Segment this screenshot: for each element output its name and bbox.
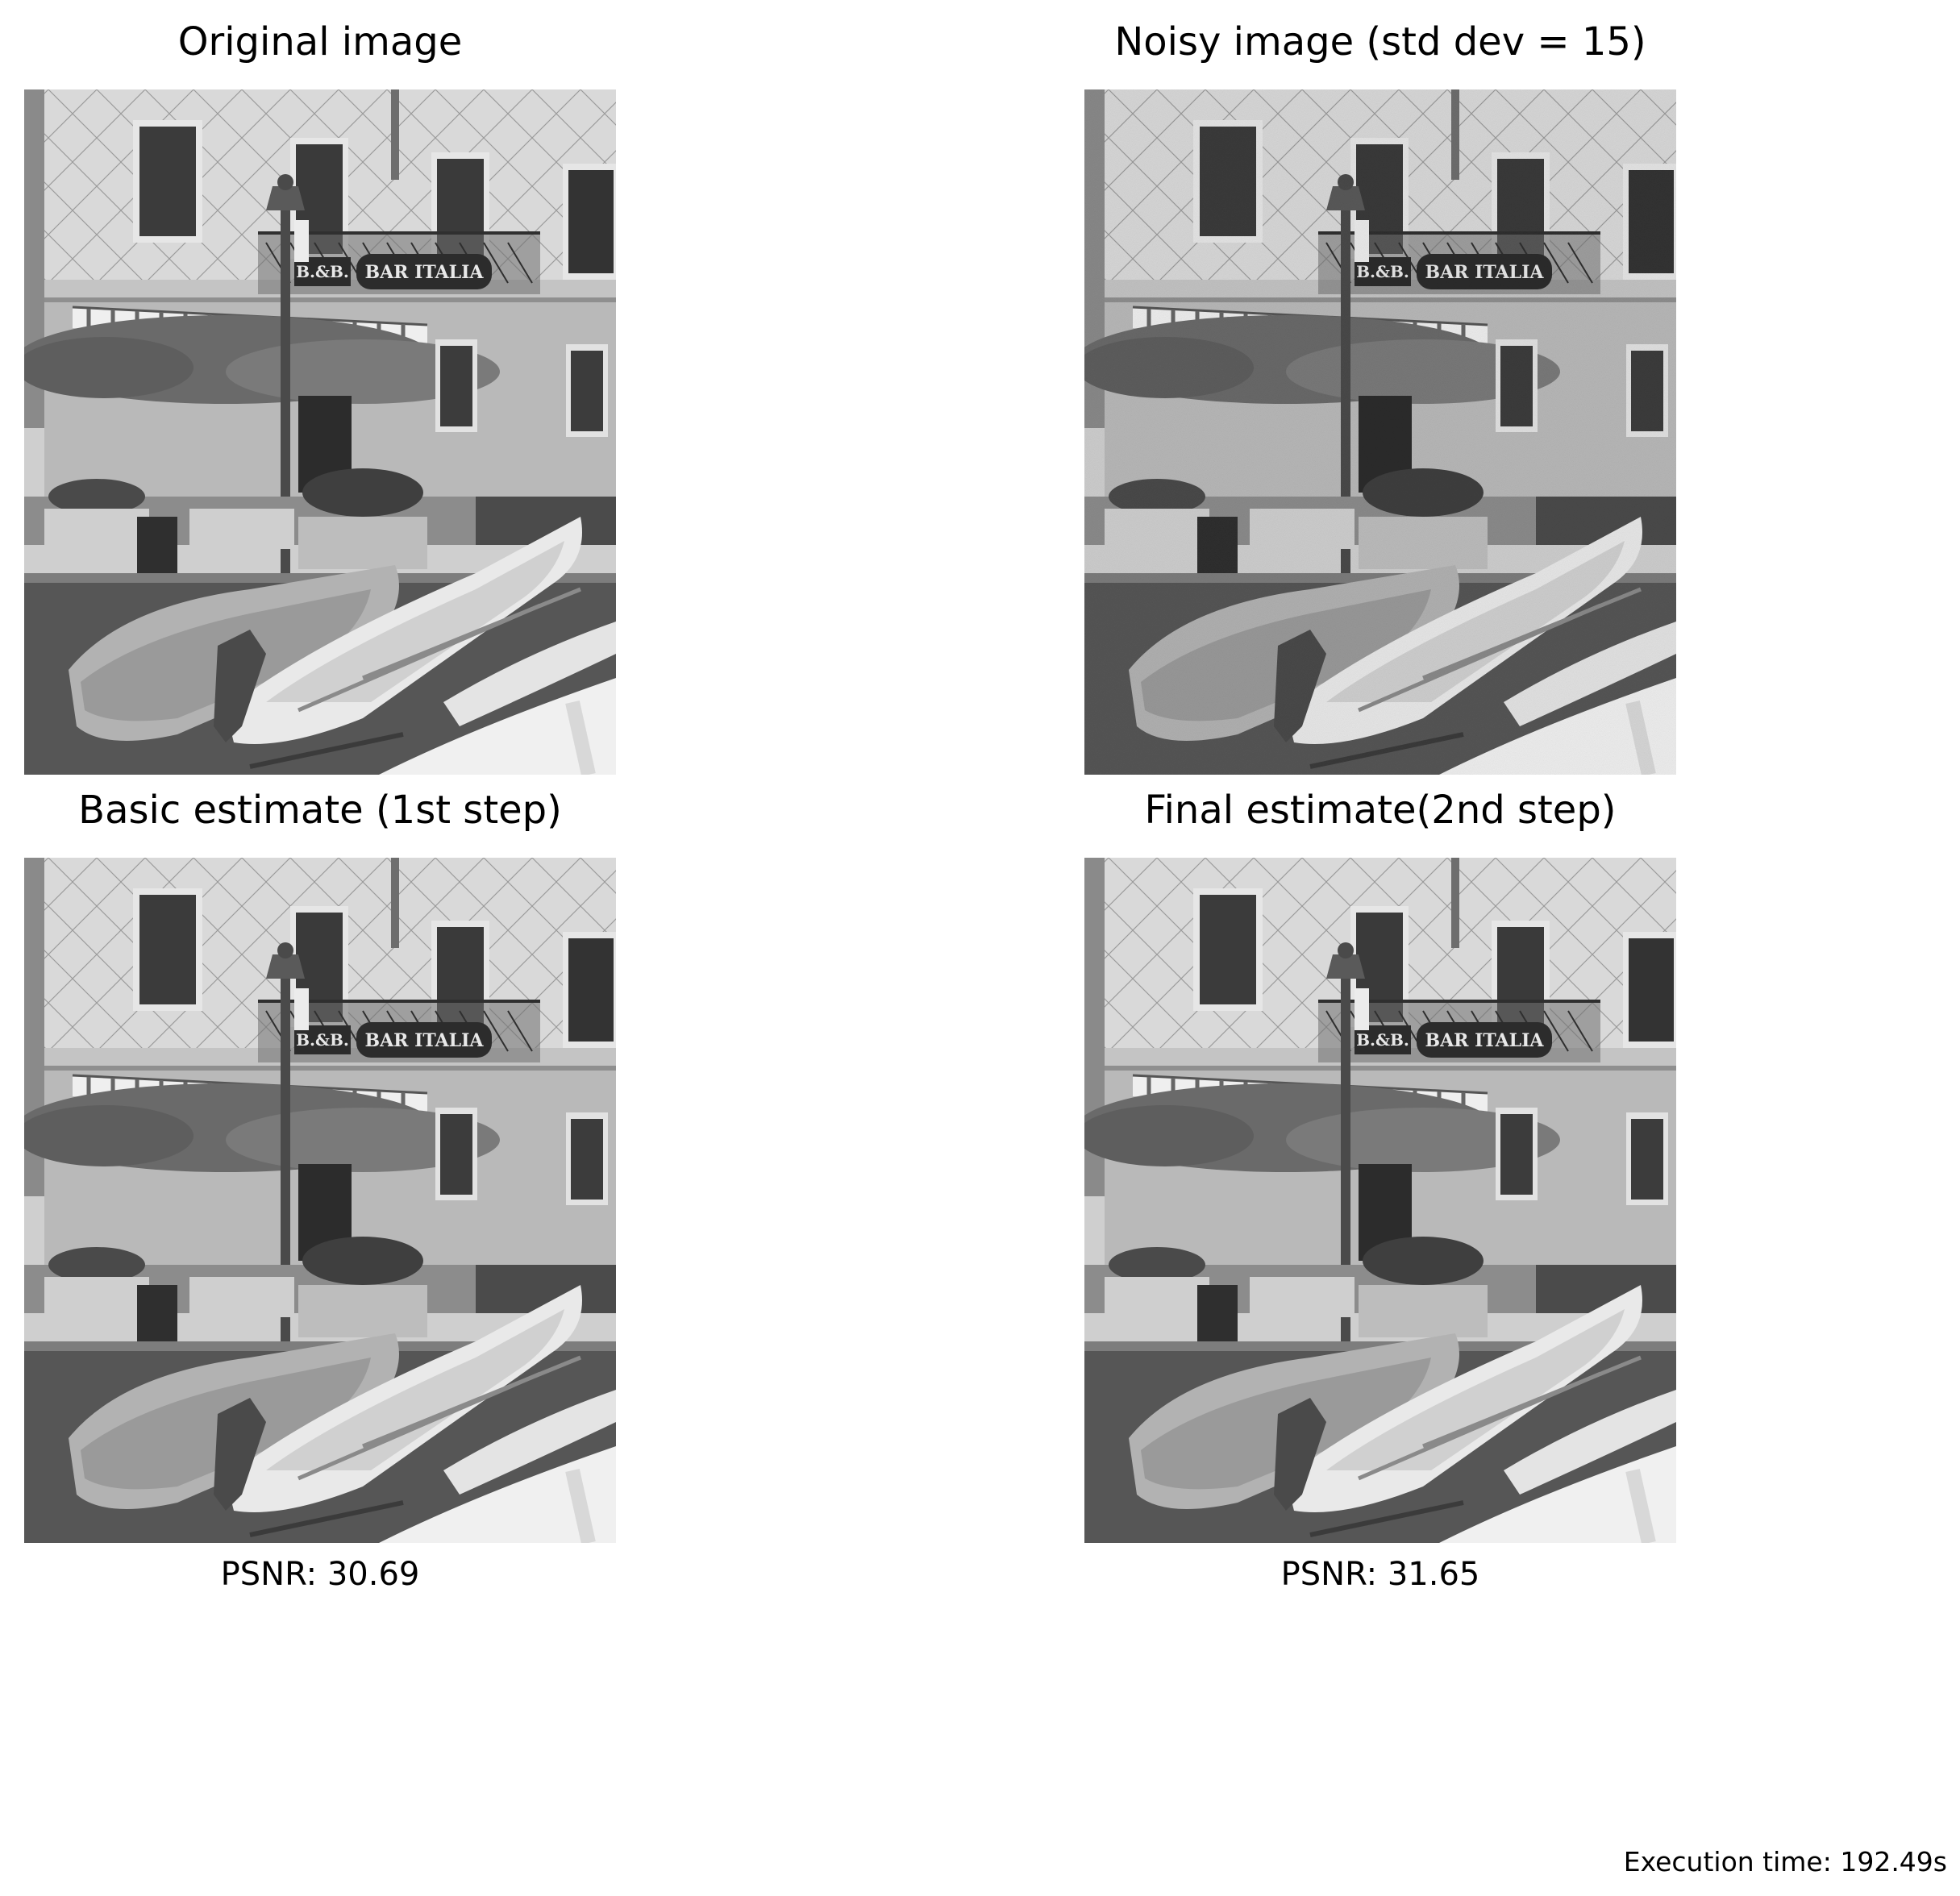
final-estimate-image: B.&B. BAR ITALIA	[1084, 858, 1676, 1543]
svg-text:B.&B.: B.&B.	[1356, 262, 1409, 281]
svg-text:B.&B.: B.&B.	[296, 262, 349, 281]
psnr-final-estimate: PSNR: 31.65	[1280, 1556, 1480, 1593]
panel-title-noisy: Noisy image (std dev = 15)	[1114, 19, 1646, 64]
svg-text:B.&B.: B.&B.	[296, 1030, 349, 1050]
psnr-basic-estimate: PSNR: 30.69	[220, 1556, 420, 1593]
panel-title-original: Original image	[177, 19, 463, 64]
execution-time: Execution time: 192.49s	[1623, 1846, 1947, 1877]
noisy-image: B.&B. BAR ITALIA	[1084, 89, 1676, 775]
svg-text:BAR ITALIA: BAR ITALIA	[1425, 1030, 1545, 1051]
svg-text:BAR ITALIA: BAR ITALIA	[365, 1030, 485, 1051]
panel-title-final-estimate: Final estimate(2nd step)	[1144, 788, 1617, 833]
basic-estimate-image: B.&B. BAR ITALIA	[24, 858, 616, 1543]
svg-text:BAR ITALIA: BAR ITALIA	[365, 262, 485, 283]
svg-text:BAR ITALIA: BAR ITALIA	[1425, 262, 1545, 283]
original-image: B.&B. BAR ITALIA	[24, 89, 616, 775]
svg-text:B.&B.: B.&B.	[1356, 1030, 1409, 1050]
panel-title-basic-estimate: Basic estimate (1st step)	[78, 788, 562, 833]
